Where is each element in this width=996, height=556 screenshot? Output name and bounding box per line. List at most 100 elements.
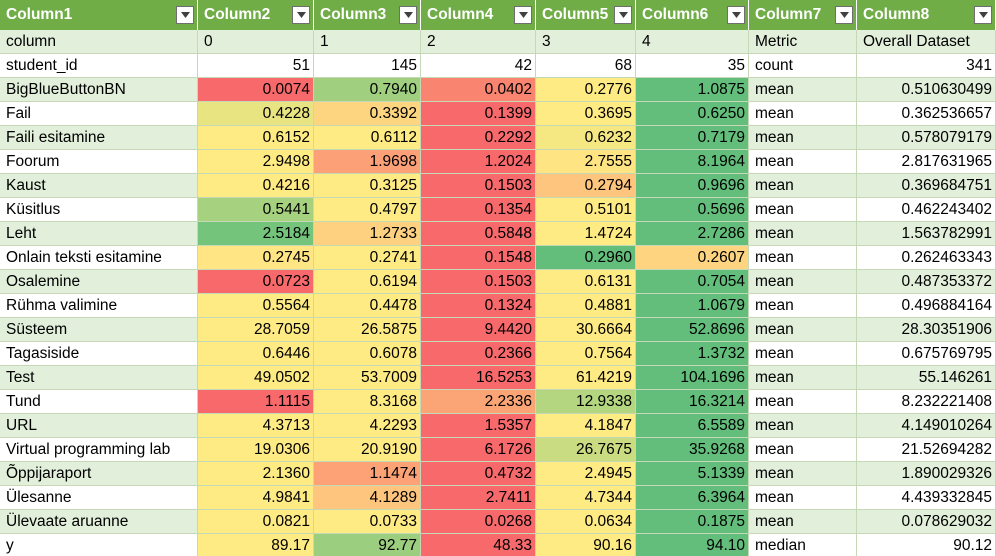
table-cell[interactable]: Foorum xyxy=(0,150,198,174)
table-cell[interactable]: mean xyxy=(749,102,857,126)
table-cell[interactable]: 0.6078 xyxy=(314,342,421,366)
table-cell[interactable]: 0.1503 xyxy=(421,270,536,294)
table-cell[interactable]: 1.2024 xyxy=(421,150,536,174)
table-cell[interactable]: mean xyxy=(749,270,857,294)
table-cell[interactable]: mean xyxy=(749,126,857,150)
table-cell[interactable]: 28.7059 xyxy=(198,318,314,342)
table-cell[interactable]: 0.6152 xyxy=(198,126,314,150)
table-cell[interactable]: Fail xyxy=(0,102,198,126)
table-cell[interactable]: 2.7555 xyxy=(536,150,636,174)
table-cell[interactable]: mean xyxy=(749,342,857,366)
table-cell[interactable]: Kaust xyxy=(0,174,198,198)
filter-dropdown-button[interactable] xyxy=(727,6,745,24)
table-cell[interactable]: 0.4228 xyxy=(198,102,314,126)
table-cell[interactable]: 0.4732 xyxy=(421,462,536,486)
table-cell[interactable]: 2.7286 xyxy=(636,222,749,246)
table-cell[interactable]: 0.362536657 xyxy=(857,102,996,126)
table-cell[interactable]: 0.2366 xyxy=(421,342,536,366)
table-cell[interactable]: 52.8696 xyxy=(636,318,749,342)
column-header-4[interactable]: Column4 xyxy=(421,0,536,30)
table-cell[interactable]: 0.3392 xyxy=(314,102,421,126)
table-cell[interactable]: 1.1115 xyxy=(198,390,314,414)
table-cell[interactable]: Metric xyxy=(749,30,857,54)
table-cell[interactable]: 0.2607 xyxy=(636,246,749,270)
table-cell[interactable]: 0.2776 xyxy=(536,78,636,102)
table-cell[interactable]: mean xyxy=(749,510,857,534)
table-cell[interactable]: 0.1354 xyxy=(421,198,536,222)
table-cell[interactable]: 0.4881 xyxy=(536,294,636,318)
table-cell[interactable]: 1.0679 xyxy=(636,294,749,318)
table-cell[interactable]: Onlain teksti esitamine xyxy=(0,246,198,270)
table-cell[interactable]: 0.2745 xyxy=(198,246,314,270)
table-cell[interactable]: 0.7179 xyxy=(636,126,749,150)
table-cell[interactable]: Õppijaraport xyxy=(0,462,198,486)
table-cell[interactable]: 89.17 xyxy=(198,534,314,556)
column-header-6[interactable]: Column6 xyxy=(636,0,749,30)
table-cell[interactable]: 0.462243402 xyxy=(857,198,996,222)
table-cell[interactable]: 0.5848 xyxy=(421,222,536,246)
table-cell[interactable]: 16.3214 xyxy=(636,390,749,414)
table-cell[interactable]: column xyxy=(0,30,198,54)
table-cell[interactable]: 0.496884164 xyxy=(857,294,996,318)
table-cell[interactable]: BigBlueButtonBN xyxy=(0,78,198,102)
table-cell[interactable]: mean xyxy=(749,438,857,462)
table-cell[interactable]: 26.5875 xyxy=(314,318,421,342)
table-cell[interactable]: 21.52694282 xyxy=(857,438,996,462)
filter-dropdown-button[interactable] xyxy=(835,6,853,24)
table-cell[interactable]: 90.16 xyxy=(536,534,636,556)
table-cell[interactable]: mean xyxy=(749,222,857,246)
table-cell[interactable]: mean xyxy=(749,390,857,414)
table-cell[interactable]: 0.6131 xyxy=(536,270,636,294)
table-cell[interactable]: 0.262463343 xyxy=(857,246,996,270)
table-cell[interactable]: mean xyxy=(749,174,857,198)
table-cell[interactable]: mean xyxy=(749,198,857,222)
table-cell[interactable]: mean xyxy=(749,462,857,486)
table-cell[interactable]: 2.4945 xyxy=(536,462,636,486)
table-cell[interactable]: mean xyxy=(749,78,857,102)
column-header-1[interactable]: Column1 xyxy=(0,0,198,30)
table-cell[interactable]: 2 xyxy=(421,30,536,54)
table-cell[interactable]: 8.3168 xyxy=(314,390,421,414)
table-cell[interactable]: 4.1847 xyxy=(536,414,636,438)
table-cell[interactable]: 0.675769795 xyxy=(857,342,996,366)
table-cell[interactable]: 0.2960 xyxy=(536,246,636,270)
table-cell[interactable]: 4 xyxy=(636,30,749,54)
table-cell[interactable]: 0.510630499 xyxy=(857,78,996,102)
column-header-2[interactable]: Column2 xyxy=(198,0,314,30)
table-cell[interactable]: 145 xyxy=(314,54,421,78)
table-cell[interactable]: 68 xyxy=(536,54,636,78)
table-cell[interactable]: 0.5441 xyxy=(198,198,314,222)
table-cell[interactable]: 2.1360 xyxy=(198,462,314,486)
table-cell[interactable]: 0.6446 xyxy=(198,342,314,366)
table-cell[interactable]: 0.3695 xyxy=(536,102,636,126)
table-cell[interactable]: Overall Dataset xyxy=(857,30,996,54)
table-cell[interactable]: Faili esitamine xyxy=(0,126,198,150)
table-cell[interactable]: 1.890029326 xyxy=(857,462,996,486)
table-cell[interactable]: 0.0402 xyxy=(421,78,536,102)
table-cell[interactable]: 0.6112 xyxy=(314,126,421,150)
table-cell[interactable]: median xyxy=(749,534,857,556)
table-cell[interactable]: 0.7564 xyxy=(536,342,636,366)
table-cell[interactable]: 0.1324 xyxy=(421,294,536,318)
column-header-3[interactable]: Column3 xyxy=(314,0,421,30)
table-cell[interactable]: 6.3964 xyxy=(636,486,749,510)
table-cell[interactable]: 0.0074 xyxy=(198,78,314,102)
table-cell[interactable]: 4.149010264 xyxy=(857,414,996,438)
table-cell[interactable]: Süsteem xyxy=(0,318,198,342)
table-cell[interactable]: 0.487353372 xyxy=(857,270,996,294)
filter-dropdown-button[interactable] xyxy=(614,6,632,24)
table-cell[interactable]: 35.9268 xyxy=(636,438,749,462)
filter-dropdown-button[interactable] xyxy=(176,6,194,24)
table-cell[interactable]: 19.0306 xyxy=(198,438,314,462)
table-cell[interactable]: mean xyxy=(749,150,857,174)
table-cell[interactable]: 61.4219 xyxy=(536,366,636,390)
table-cell[interactable]: Virtual programming lab xyxy=(0,438,198,462)
table-cell[interactable]: 2.9498 xyxy=(198,150,314,174)
table-cell[interactable]: 28.30351906 xyxy=(857,318,996,342)
table-cell[interactable]: Osalemine xyxy=(0,270,198,294)
table-cell[interactable]: 48.33 xyxy=(421,534,536,556)
column-header-7[interactable]: Column7 xyxy=(749,0,857,30)
table-cell[interactable]: 104.1696 xyxy=(636,366,749,390)
table-cell[interactable]: 4.2293 xyxy=(314,414,421,438)
table-cell[interactable]: mean xyxy=(749,294,857,318)
